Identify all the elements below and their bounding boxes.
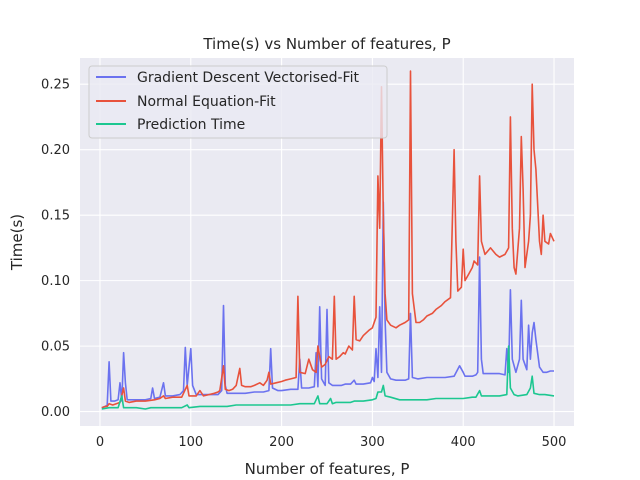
legend-label-gradient-descent: Gradient Descent Vectorised-Fit	[137, 70, 359, 86]
y-tick-label: 0.15	[41, 209, 70, 224]
y-tick-label: 0.25	[41, 78, 70, 93]
x-axis-label: Number of features, P	[245, 460, 410, 478]
y-axis-label: Time(s)	[8, 214, 26, 271]
x-tick-label: 300	[360, 435, 385, 450]
legend-label-prediction-time: Prediction Time	[137, 117, 245, 133]
y-tick-label: 0.10	[41, 274, 70, 289]
legend: Gradient Descent Vectorised-Fit Normal E…	[88, 65, 388, 139]
x-axis-ticks: 0 100 200 300 400 500	[96, 435, 567, 450]
y-tick-label: 0.00	[41, 405, 70, 420]
legend-label-normal-equation: Normal Equation-Fit	[137, 94, 276, 110]
series-layer	[101, 70, 555, 410]
x-tick-label: 0	[96, 435, 104, 450]
series-normal-equation-line	[101, 70, 555, 409]
chart-title: Time(s) vs Number of features, P	[202, 35, 450, 53]
x-tick-label: 400	[451, 435, 476, 450]
series-gradient-descent-line	[101, 201, 554, 409]
x-tick-label: 200	[269, 435, 294, 450]
series-prediction-time-line	[101, 345, 555, 410]
y-tick-label: 0.05	[41, 340, 70, 355]
x-tick-label: 500	[542, 435, 567, 450]
y-axis-ticks: 0.00 0.05 0.10 0.15 0.20 0.25	[41, 78, 70, 420]
y-tick-label: 0.20	[41, 143, 70, 158]
legend-box	[88, 65, 388, 139]
x-tick-label: 100	[178, 435, 203, 450]
